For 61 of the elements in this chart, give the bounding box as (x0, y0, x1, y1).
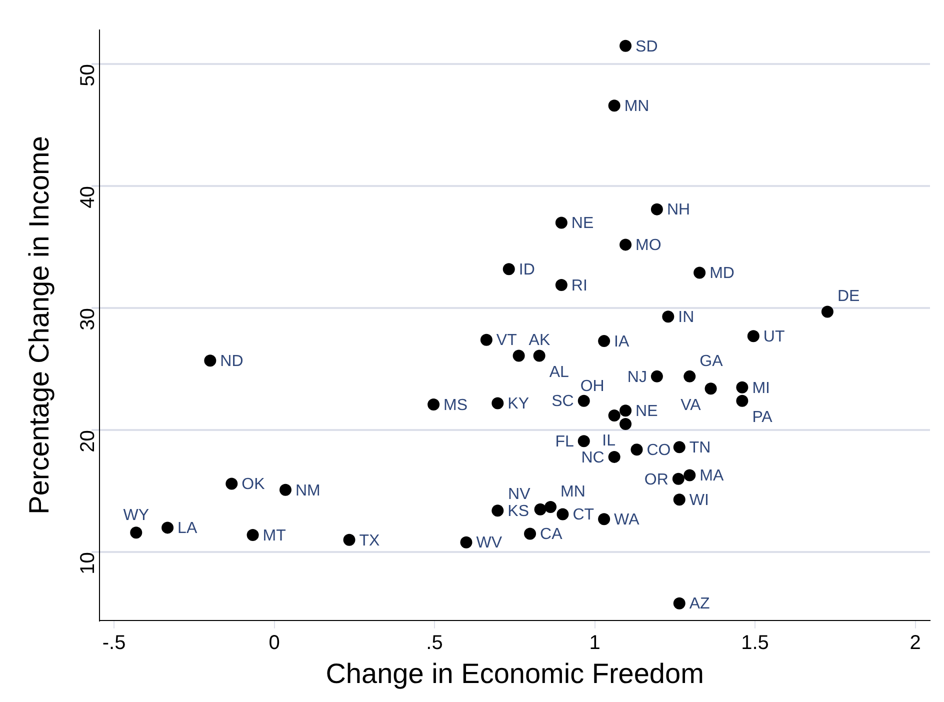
data-label: NV (508, 486, 531, 503)
data-label: GA (700, 352, 724, 370)
data-label: TX (359, 532, 380, 550)
data-label: WY (123, 506, 150, 524)
x-tick-label: 0 (268, 632, 280, 654)
y-tick-label: 30 (77, 308, 100, 330)
x-tick-label: -.5 (102, 632, 126, 654)
data-label: FL (555, 433, 574, 450)
data-label: MD (710, 265, 734, 282)
data-label: CA (540, 526, 563, 544)
data-label: OH (580, 378, 604, 395)
data-label: SD (636, 38, 658, 56)
y-tick-label: 20 (77, 430, 100, 452)
data-label: NH (666, 202, 690, 219)
data-label: VA (680, 397, 702, 414)
data-label: PA (752, 409, 773, 426)
data-label: NC (581, 449, 604, 466)
data-label: WV (476, 534, 502, 552)
x-tick-label: .5 (426, 632, 443, 654)
data-label: NE (571, 215, 594, 232)
data-label: KY (508, 396, 530, 413)
y-tick-label: 50 (77, 64, 100, 86)
x-tick-label: 2 (910, 632, 921, 654)
x-axis-title: Change in Economic Freedom (326, 658, 704, 689)
data-label: AK (528, 332, 550, 350)
data-label: CT (572, 506, 594, 524)
y-tick-label: 10 (77, 552, 100, 574)
data-label: KS (508, 503, 529, 520)
data-label: LA (178, 520, 198, 538)
data-label: IA (614, 333, 630, 350)
data-label: NM (295, 482, 320, 500)
data-label: DE (837, 288, 860, 306)
data-label: RI (571, 277, 588, 294)
data-label: VT (496, 332, 518, 350)
data-label: CO (646, 442, 671, 460)
data-label: AZ (689, 596, 710, 613)
data-label: IL (602, 432, 616, 450)
data-label: ND (220, 352, 244, 370)
data-label: OR (644, 471, 668, 488)
data-label: ID (518, 261, 535, 278)
data-label: OK (242, 476, 266, 494)
data-label: WA (614, 512, 640, 529)
data-label: MN (624, 98, 650, 116)
data-label: MO (636, 237, 662, 254)
data-label: IN (678, 309, 694, 326)
data-label: MT (262, 527, 286, 544)
data-label: NJ (627, 368, 647, 386)
x-tick-label: 1 (589, 632, 600, 654)
y-axis-title: Percentage Change in Income (24, 136, 55, 514)
data-label: UT (763, 328, 785, 346)
data-label: MI (752, 380, 770, 397)
data-label: TN (689, 440, 711, 457)
y-tick-label: 40 (77, 186, 100, 208)
x-tick-label: 1.5 (741, 632, 769, 654)
data-label: AL (549, 364, 569, 382)
data-label: WI (689, 492, 709, 510)
data-label: MN (560, 483, 586, 500)
data-label: MS (444, 396, 468, 414)
data-label: NE (636, 402, 658, 420)
data-label: SC (552, 393, 574, 410)
data-label: MA (700, 468, 724, 485)
